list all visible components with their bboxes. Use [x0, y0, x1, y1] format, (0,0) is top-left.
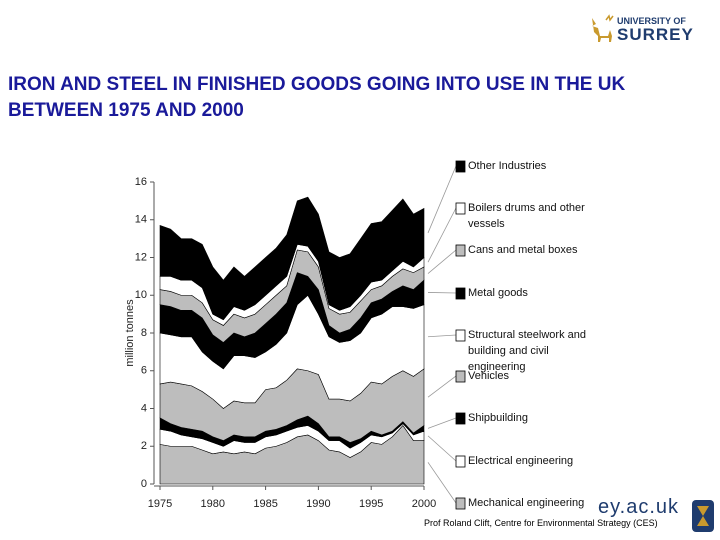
- legend-swatch: [455, 370, 466, 383]
- web-icon: [692, 500, 714, 532]
- x-tick-label: 1990: [306, 498, 330, 510]
- legend-leader: [427, 334, 457, 338]
- legend-label: Cans and metal boxes: [468, 244, 578, 256]
- legend-swatch: [455, 244, 466, 257]
- y-tick-label: 10: [135, 289, 147, 301]
- y-tick-label: 12: [135, 251, 147, 263]
- web-address: ey.ac.uk: [598, 496, 679, 518]
- legend-leader: [427, 207, 457, 263]
- y-tick-label: 16: [135, 176, 147, 188]
- legend-swatch: [455, 455, 466, 468]
- logo-text: UNIVERSITY OF: [617, 16, 686, 26]
- legend-leader: [427, 435, 457, 462]
- legend-leader: [427, 417, 457, 429]
- y-tick-label: 2: [141, 440, 147, 452]
- logo-stag: [592, 14, 614, 42]
- x-tick-label: 2000: [412, 498, 436, 510]
- y-tick-label: 8: [141, 327, 147, 339]
- legend-swatch: [455, 497, 466, 510]
- legend-label: Metal goods: [468, 287, 528, 299]
- legend-label: Shipbuilding: [468, 412, 528, 424]
- y-tick-label: 14: [135, 214, 147, 226]
- legend-swatch: [455, 160, 466, 173]
- x-tick-label: 1995: [359, 498, 383, 510]
- y-tick-label: 4: [141, 402, 147, 414]
- legend-label: Structural steelwork and building and ci…: [468, 329, 586, 373]
- legend-leader: [427, 165, 457, 234]
- legend-swatch: [455, 329, 466, 342]
- x-tick-label: 1985: [253, 498, 277, 510]
- legend-swatch: [455, 412, 466, 425]
- y-tick-label: 6: [141, 365, 147, 377]
- legend-leader: [427, 249, 457, 274]
- legend-label: Mechanical engineering: [468, 497, 585, 509]
- x-tick-label: 1980: [201, 498, 225, 510]
- y-tick-label: 0: [141, 478, 147, 490]
- area: [159, 196, 425, 321]
- legend-leader: [427, 462, 457, 504]
- legend-swatch: [455, 287, 466, 300]
- y-axis-label: million tonnes: [124, 299, 136, 367]
- legend-label: Other Industries: [468, 160, 547, 172]
- legend-label: Electrical engineering: [468, 455, 574, 467]
- logo-text: SURREY: [617, 25, 694, 44]
- slide-title: IRON AND STEEL IN FINISHED GOODS GOING I…: [8, 74, 626, 121]
- legend-label: Boilers drums and other vessels: [468, 202, 585, 230]
- legend-label: Vehicles: [468, 370, 509, 382]
- x-tick-label: 1975: [148, 498, 172, 510]
- credit: Prof Roland Clift, Centre for Environmen…: [424, 518, 658, 528]
- legend-swatch: [455, 202, 466, 215]
- legend-leader: [427, 292, 457, 294]
- legend-leader: [427, 375, 457, 398]
